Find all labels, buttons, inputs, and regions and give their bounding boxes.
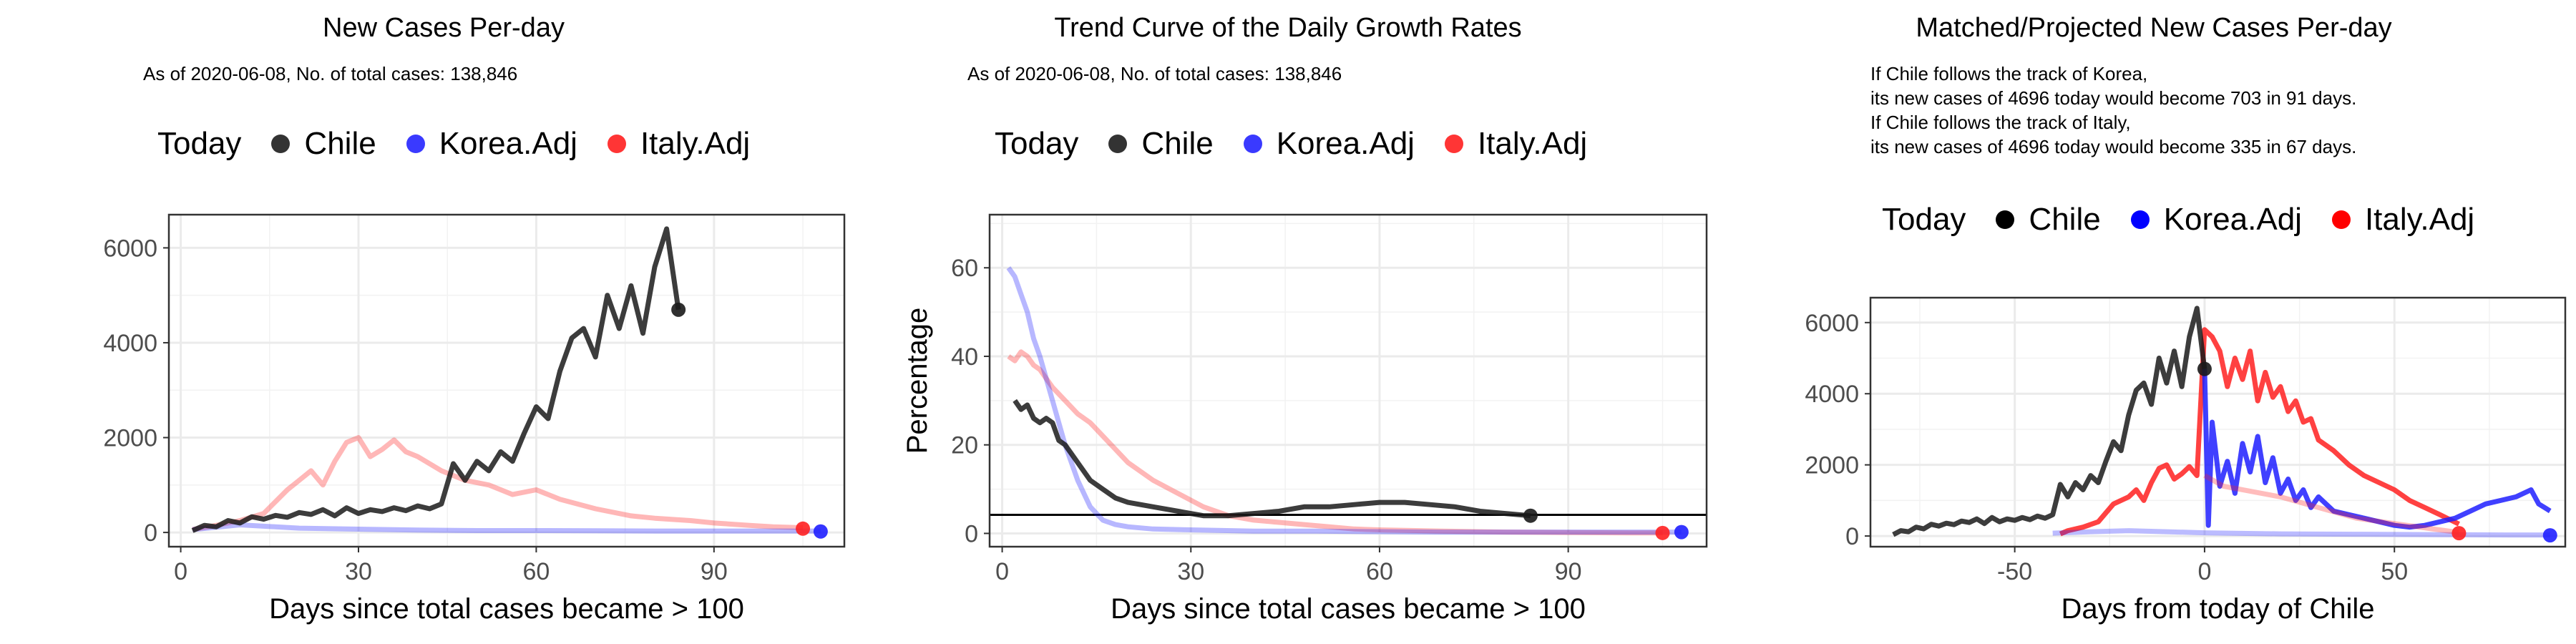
x-axis-label: Days since total cases became > 100 (269, 593, 744, 625)
series-line-chile (1892, 306, 2207, 537)
x-tick-label: 60 (522, 558, 550, 585)
x-tick-label: 0 (995, 558, 1009, 585)
legend-label-korea: Korea.Adj (1276, 126, 1415, 161)
today-point-korea (2542, 528, 2557, 543)
legend-label-korea: Korea.Adj (439, 126, 577, 161)
series-line-korea (192, 522, 821, 534)
y-tick-label: 60 (951, 255, 978, 282)
series-line-italy-adjusted (2203, 473, 2459, 535)
y-tick-label: 4000 (103, 330, 157, 357)
today-point-korea (813, 524, 828, 539)
x-tick-label: 30 (345, 558, 372, 585)
series-line-chile (191, 226, 681, 533)
x-tick-label: 0 (174, 558, 187, 585)
y-tick-label: 6000 (103, 235, 157, 262)
y-tick-label: 40 (951, 343, 978, 371)
x-axis-label: Days from today of Chile (2062, 593, 2375, 625)
today-point-korea (1674, 525, 1689, 540)
chart-subtitle-line-2: its new cases of 4696 today would become… (1870, 87, 2357, 109)
chart-title: Trend Curve of the Daily Growth Rates (1054, 13, 1522, 43)
legend-key-chile (1108, 135, 1128, 153)
today-point-italy (1655, 525, 1670, 540)
legend-key-chile (1996, 210, 2015, 229)
today-point-chile (671, 302, 686, 317)
y-tick-label: 0 (1845, 523, 1859, 550)
legend-label-chile: Chile (1141, 126, 1214, 161)
today-point-chile (1523, 508, 1538, 523)
chart-subtitle-line-4: its new cases of 4696 today would become… (1870, 136, 2357, 157)
chart-panel-1: New Cases Per-day As of 2020-06-08, No. … (0, 0, 859, 644)
legend-title: Today (1882, 202, 1966, 237)
x-tick-label: 90 (701, 558, 728, 585)
y-tick-label: 2000 (103, 425, 157, 452)
legend-label-korea: Korea.Adj (2163, 202, 2302, 237)
y-axis-label: Percentage (902, 308, 933, 454)
chart-legend: Today Chile Korea.Adj Italy.Adj (1882, 202, 2504, 238)
plot-frame (988, 213, 1708, 548)
legend-title: Today (995, 126, 1079, 161)
chart-legend: Today Chile Korea.Adj Italy.Adj (995, 126, 1617, 162)
plot-frame (1869, 296, 2567, 548)
chart-panel-3: Matched/Projected New Cases Per-day If C… (1717, 0, 2576, 644)
legend-label-chile: Chile (2029, 202, 2101, 237)
y-tick-label: 20 (951, 432, 978, 459)
legend-key-italy (2331, 210, 2351, 229)
x-tick-label: 60 (1366, 558, 1393, 585)
chart-subtitle: As of 2020-06-08, No. of total cases: 13… (143, 63, 518, 84)
x-tick-label: 90 (1555, 558, 1582, 585)
series-line-italy (192, 435, 804, 532)
legend-key-korea (2130, 210, 2150, 229)
x-tick-label: 0 (2197, 558, 2211, 585)
y-tick-label: 2000 (1805, 452, 1859, 479)
series-line-korea-adjusted (2052, 528, 2550, 538)
x-tick-label: 30 (1177, 558, 1204, 585)
chart-subtitle: As of 2020-06-08, No. of total cases: 13… (967, 63, 1342, 84)
chart-title: Matched/Projected New Cases Per-day (1916, 13, 2392, 43)
chart-panel-2: Trend Curve of the Daily Growth Rates As… (859, 0, 1717, 644)
y-tick-label: 0 (144, 519, 157, 547)
series-line-korea (1006, 266, 1682, 535)
legend-label-italy: Italy.Adj (2364, 202, 2475, 237)
legend-label-italy: Italy.Adj (1477, 126, 1588, 161)
legend-key-italy (1444, 135, 1463, 153)
legend-title: Today (157, 126, 242, 161)
legend-key-italy (607, 135, 626, 153)
series-line-chile (1013, 399, 1531, 519)
legend-label-italy: Italy.Adj (640, 126, 751, 161)
legend-key-chile (271, 135, 291, 153)
chart-plot-1: 0 30 60 90 0 2000 4000 6000 Days since total cas… (103, 213, 846, 625)
chart-title: New Cases Per-day (323, 13, 565, 43)
series-line-korea (2202, 369, 2552, 530)
y-tick-label: 6000 (1805, 310, 1859, 337)
today-point-italy (2451, 526, 2467, 541)
chart-plot-3: -50 0 50 0 2000 4000 6000 Days from today of Ch… (1805, 296, 2567, 625)
series-line-italy (2059, 327, 2460, 537)
x-axis-label: Days since total cases became > 100 (1111, 593, 1586, 625)
chart-subtitle-line-1: If Chile follows the track of Korea, (1870, 63, 2148, 84)
chart-plot-2: 0 30 60 90 0 20 40 60 Days since total cases bec… (902, 213, 1708, 625)
legend-key-korea (406, 135, 425, 153)
chart-subtitle-line-3: If Chile follows the track of Italy, (1870, 112, 2131, 133)
y-tick-label: 4000 (1805, 381, 1859, 408)
x-tick-label: -50 (1997, 558, 2032, 585)
plot-frame (167, 213, 846, 548)
series-line-italy (1007, 349, 1663, 536)
y-tick-label: 0 (965, 520, 978, 547)
today-point-chile (2197, 361, 2212, 376)
today-point-italy (796, 521, 811, 536)
legend-key-korea (1243, 135, 1262, 153)
x-tick-label: 50 (2381, 558, 2408, 585)
legend-label-chile: Chile (304, 126, 376, 161)
chart-legend: Today Chile Korea.Adj Italy.Adj (157, 126, 780, 162)
